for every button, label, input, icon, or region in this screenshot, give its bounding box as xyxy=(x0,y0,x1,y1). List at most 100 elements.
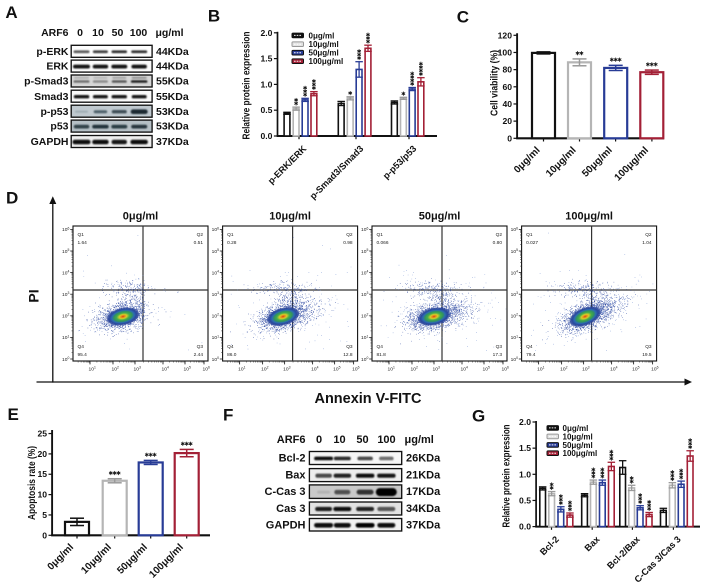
svg-text:102: 102 xyxy=(261,366,268,373)
svg-text:101: 101 xyxy=(511,334,518,341)
svg-text:10μg/ml: 10μg/ml xyxy=(563,432,593,441)
svg-text:103: 103 xyxy=(212,291,219,298)
svg-text:Relative protein expression: Relative protein expression xyxy=(242,32,253,140)
svg-text:0: 0 xyxy=(42,530,47,540)
svg-text:0.0: 0.0 xyxy=(260,131,272,141)
svg-text:0.5: 0.5 xyxy=(519,496,531,506)
svg-text:86.0: 86.0 xyxy=(227,352,237,358)
svg-text:0μg/ml: 0μg/ml xyxy=(123,211,158,223)
svg-text:104: 104 xyxy=(212,270,219,277)
svg-text:105: 105 xyxy=(632,366,639,373)
svg-text:GAPDH: GAPDH xyxy=(266,519,306,531)
svg-text:100μg/ml: 100μg/ml xyxy=(563,449,598,458)
svg-text:17KDa: 17KDa xyxy=(406,486,441,498)
svg-text:106: 106 xyxy=(352,366,359,373)
svg-text:Bcl-2: Bcl-2 xyxy=(279,453,306,465)
svg-text:37KDa: 37KDa xyxy=(156,136,189,148)
svg-text:0.066: 0.066 xyxy=(377,240,389,246)
svg-text:100: 100 xyxy=(511,356,518,363)
svg-text:100μg/ml: 100μg/ml xyxy=(309,57,344,66)
svg-text:104: 104 xyxy=(610,366,617,373)
svg-text:Q1: Q1 xyxy=(377,232,384,238)
svg-text:44KDa: 44KDa xyxy=(156,46,189,58)
svg-text:D: D xyxy=(6,189,18,208)
svg-text:34KDa: 34KDa xyxy=(406,503,441,515)
svg-text:50μg/ml: 50μg/ml xyxy=(563,441,593,450)
svg-text:103: 103 xyxy=(361,291,368,298)
svg-text:ARF6: ARF6 xyxy=(41,27,69,39)
svg-text:53KDa: 53KDa xyxy=(156,121,189,133)
svg-text:55KDa: 55KDa xyxy=(156,76,189,88)
svg-text:106: 106 xyxy=(511,226,518,233)
svg-text:100: 100 xyxy=(212,356,219,363)
svg-text:p-p53: p-p53 xyxy=(40,106,68,118)
svg-text:Q4: Q4 xyxy=(526,344,533,350)
svg-text:105: 105 xyxy=(511,248,518,255)
svg-text:37KDa: 37KDa xyxy=(406,519,441,531)
svg-text:ERK: ERK xyxy=(46,61,69,73)
svg-text:102: 102 xyxy=(112,366,119,373)
svg-text:100: 100 xyxy=(361,356,368,363)
svg-text:10μg/ml: 10μg/ml xyxy=(309,40,339,49)
svg-text:Bax: Bax xyxy=(285,470,306,482)
svg-text:Q4: Q4 xyxy=(377,344,384,350)
svg-text:Q2: Q2 xyxy=(346,232,353,238)
svg-text:2.0: 2.0 xyxy=(519,417,531,427)
svg-text:0.28: 0.28 xyxy=(227,240,237,246)
svg-text:95.4: 95.4 xyxy=(78,352,88,358)
svg-text:79.4: 79.4 xyxy=(526,352,536,358)
svg-text:Q2: Q2 xyxy=(496,232,503,238)
svg-text:2.44: 2.44 xyxy=(194,352,204,358)
svg-text:F: F xyxy=(223,406,233,425)
svg-text:10: 10 xyxy=(37,490,47,500)
svg-text:Q1: Q1 xyxy=(227,232,234,238)
svg-text:10: 10 xyxy=(333,434,345,446)
svg-text:Relative protein expression: Relative protein expression xyxy=(502,425,513,528)
svg-text:0: 0 xyxy=(77,27,83,39)
svg-text:Smad3: Smad3 xyxy=(34,91,69,103)
svg-text:0μg/ml: 0μg/ml xyxy=(563,424,589,433)
svg-text:104: 104 xyxy=(311,366,318,373)
svg-text:μg/ml: μg/ml xyxy=(405,434,434,446)
svg-text:Cas 3: Cas 3 xyxy=(276,503,305,515)
svg-text:ARF6: ARF6 xyxy=(277,434,306,446)
svg-text:100: 100 xyxy=(498,48,513,58)
svg-text:21KDa: 21KDa xyxy=(406,470,441,482)
svg-text:0: 0 xyxy=(316,434,322,446)
svg-text:Q1: Q1 xyxy=(526,232,533,238)
svg-text:106: 106 xyxy=(203,366,210,373)
svg-text:101: 101 xyxy=(62,334,69,341)
svg-text:1.64: 1.64 xyxy=(78,240,88,246)
svg-text:100: 100 xyxy=(377,434,395,446)
svg-text:102: 102 xyxy=(560,366,567,373)
svg-text:101: 101 xyxy=(238,366,245,373)
svg-text:105: 105 xyxy=(62,248,69,255)
svg-text:0μg/ml: 0μg/ml xyxy=(309,31,335,40)
svg-text:102: 102 xyxy=(511,313,518,320)
svg-text:p53: p53 xyxy=(50,121,68,133)
svg-text:53KDa: 53KDa xyxy=(156,106,189,118)
svg-text:0.5: 0.5 xyxy=(260,105,272,115)
svg-text:Q4: Q4 xyxy=(78,344,85,350)
svg-text:C: C xyxy=(457,8,469,27)
svg-text:PI: PI xyxy=(26,289,42,302)
svg-text:102: 102 xyxy=(212,313,219,320)
svg-text:105: 105 xyxy=(483,366,490,373)
svg-text:105: 105 xyxy=(184,366,191,373)
svg-text:Q3: Q3 xyxy=(346,344,353,350)
svg-text:104: 104 xyxy=(162,366,169,373)
svg-text:103: 103 xyxy=(433,366,440,373)
svg-text:101: 101 xyxy=(361,334,368,341)
svg-text:12.8: 12.8 xyxy=(343,352,353,358)
svg-text:106: 106 xyxy=(502,366,509,373)
svg-text:25: 25 xyxy=(37,429,47,439)
svg-text:Annexin V-FITC: Annexin V-FITC xyxy=(315,391,423,407)
svg-text:Q3: Q3 xyxy=(496,344,503,350)
svg-text:106: 106 xyxy=(62,226,69,233)
svg-text:105: 105 xyxy=(333,366,340,373)
svg-text:1.5: 1.5 xyxy=(260,54,272,64)
svg-text:44KDa: 44KDa xyxy=(156,61,189,73)
svg-text:Cell viability (%): Cell viability (%) xyxy=(488,50,500,116)
svg-text:104: 104 xyxy=(461,366,468,373)
svg-text:55KDa: 55KDa xyxy=(156,91,189,103)
